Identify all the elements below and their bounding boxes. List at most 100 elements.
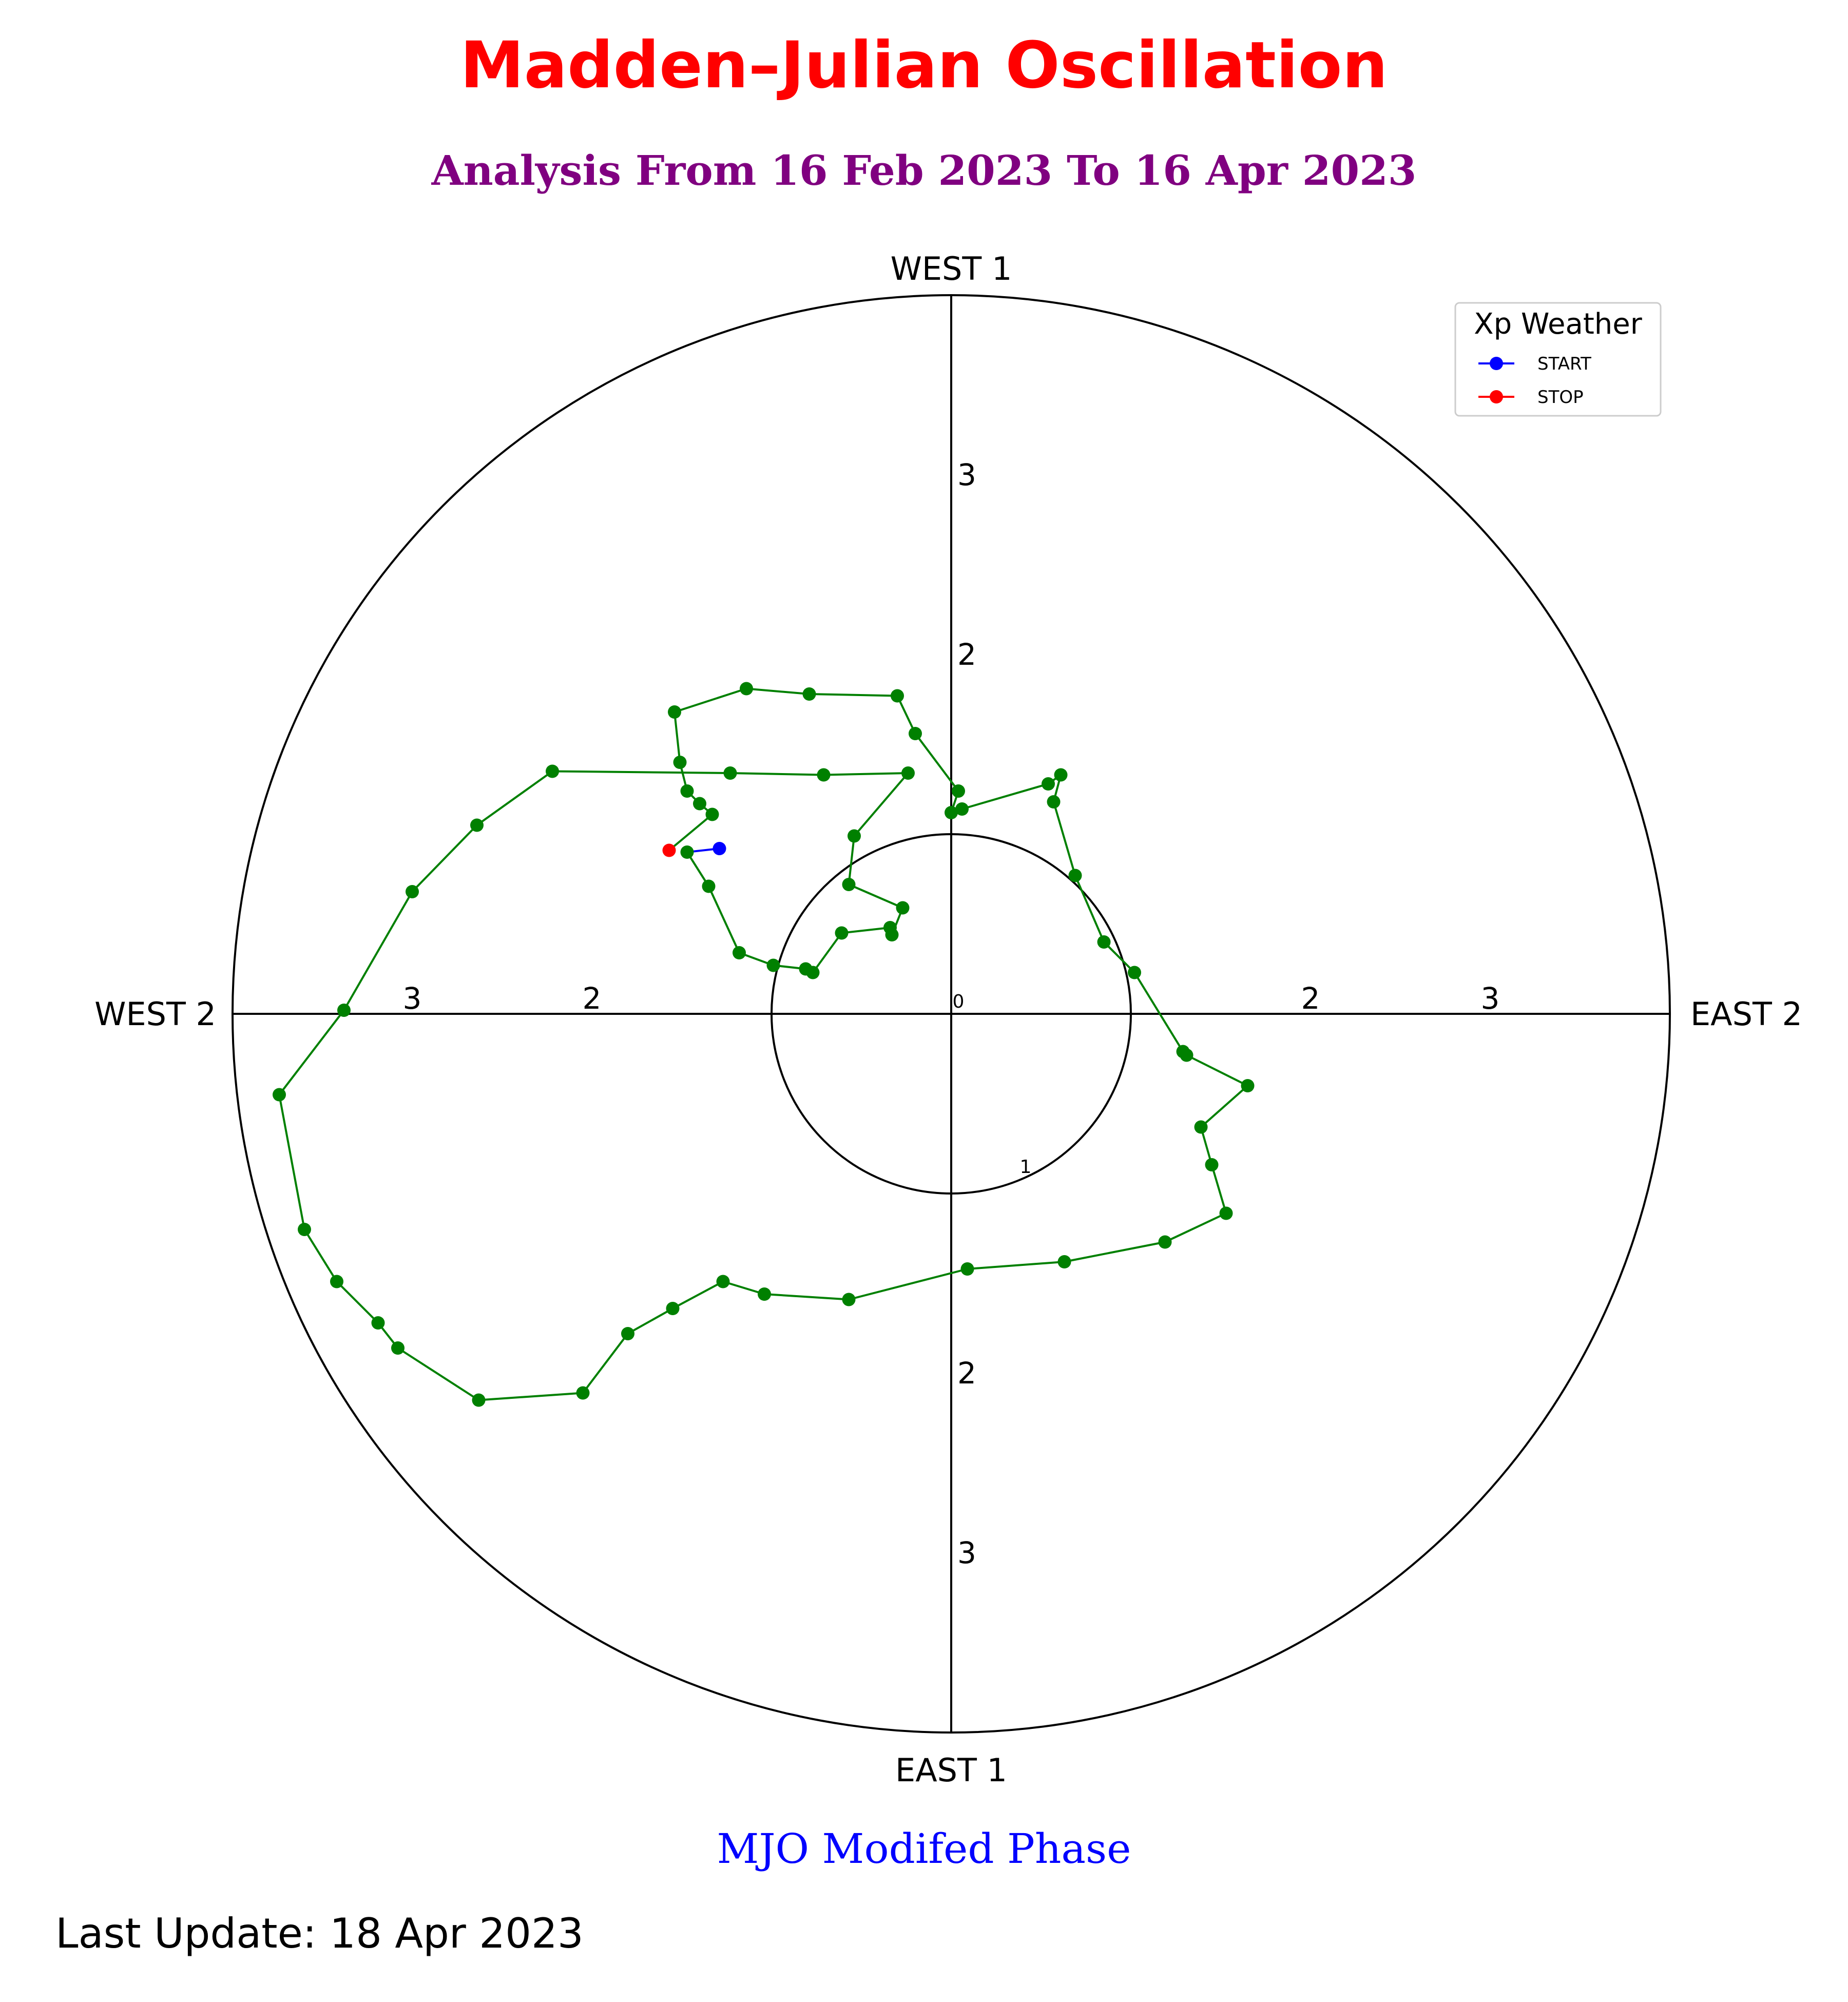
track-segment (552, 770, 730, 774)
direction-label-west-2: WEST 2 (94, 995, 216, 1033)
track-point (666, 1302, 680, 1315)
track-point (1158, 1235, 1172, 1249)
track-point (1241, 1079, 1255, 1092)
stop-point (662, 843, 676, 857)
direction-label-east-1: EAST 1 (895, 1751, 1007, 1789)
last-update-text: Last Update: 18 Apr 2023 (55, 1910, 584, 1957)
track-point (758, 1287, 771, 1301)
track-point (1054, 768, 1068, 782)
track-segment (730, 772, 824, 776)
chart-subtitle: Analysis From 16 Feb 2023 To 16 Apr 2023 (431, 146, 1417, 195)
track-segment (812, 932, 843, 973)
track-point (901, 766, 915, 780)
legend-stop-label: STOP (1537, 387, 1584, 408)
track-segment (686, 851, 710, 887)
legend-box (1454, 302, 1662, 417)
track-point (1068, 869, 1082, 882)
track-point (1194, 1120, 1208, 1134)
track-point (406, 885, 419, 898)
track-point (842, 878, 856, 891)
mjo-track (273, 682, 1255, 1407)
track-point (330, 1275, 343, 1288)
tick-label-inner-circle: 1 (1020, 1157, 1032, 1178)
track-point (817, 768, 831, 782)
track-point (546, 764, 559, 778)
track-segment (853, 772, 909, 837)
track-segment (1103, 941, 1135, 973)
track-point (1097, 935, 1111, 949)
track-point (848, 829, 861, 843)
track-segment (848, 836, 855, 885)
tick-label-left-3: 3 (403, 981, 422, 1016)
tick-label-origin: 0 (953, 991, 965, 1012)
track-segment (1052, 801, 1076, 876)
track-point (952, 784, 965, 798)
track-segment (848, 883, 903, 909)
track-point (680, 845, 694, 859)
track-point (391, 1341, 405, 1355)
track-segment (823, 772, 909, 776)
track-point (337, 1004, 351, 1017)
track-point (673, 756, 687, 769)
track-point (806, 966, 820, 979)
track-point (1057, 1255, 1071, 1268)
track-segment (722, 1280, 765, 1295)
track-segment (1186, 1054, 1248, 1087)
track-segment (478, 1392, 583, 1401)
track-point (960, 1262, 974, 1276)
direction-label-west-1: WEST 1 (891, 250, 1012, 287)
track-segment (397, 1347, 479, 1401)
tick-label-right-2: 2 (1301, 981, 1320, 1016)
track-point (1176, 1045, 1190, 1058)
track-segment (476, 770, 553, 826)
track-point (802, 687, 816, 701)
track-point (1047, 795, 1061, 808)
track-point (955, 802, 969, 816)
tick-label-down-2: 2 (957, 1356, 976, 1391)
tick-label-down-3: 3 (957, 1535, 976, 1570)
legend-start-marker (1490, 357, 1503, 370)
track-point (668, 705, 681, 719)
track-point (1205, 1158, 1219, 1171)
legend-start-label: START (1537, 354, 1591, 374)
track-point (680, 784, 694, 798)
track-point (909, 727, 922, 740)
legend-stop-marker (1490, 390, 1503, 403)
track-point (1219, 1206, 1233, 1220)
track-segment (896, 695, 916, 734)
legend: Xp Weather START STOP (1454, 302, 1662, 417)
track-point (733, 946, 746, 959)
track-point (723, 766, 737, 780)
tick-label-right-3: 3 (1481, 981, 1500, 1016)
track-point (705, 807, 719, 821)
track-point (298, 1223, 311, 1236)
track-point (576, 1386, 590, 1400)
track-segment (1164, 1212, 1227, 1243)
axes-layer (232, 294, 1671, 1734)
track-segment (668, 813, 713, 852)
track-segment (849, 1268, 968, 1301)
track-segment (411, 824, 478, 893)
tick-label-up-2: 2 (957, 637, 976, 672)
x-axis-label: MJO Modifed Phase (717, 1825, 1131, 1873)
track-point (891, 689, 904, 703)
track-segment (674, 687, 747, 713)
track-segment (961, 783, 1049, 810)
track-segment (672, 1280, 724, 1310)
track-point (885, 928, 899, 941)
track-segment (746, 687, 810, 695)
chart-title: Madden–Julian Oscillation (460, 28, 1388, 103)
track-segment (336, 1281, 379, 1324)
track-segment (841, 927, 891, 934)
track-point (716, 1275, 730, 1288)
track-segment (303, 1228, 338, 1282)
track-point (766, 958, 780, 972)
track-point (693, 797, 706, 811)
track-point (702, 879, 716, 893)
track-segment (707, 886, 740, 953)
track-point (472, 1393, 486, 1407)
track-point (371, 1316, 385, 1330)
track-segment (1074, 875, 1105, 942)
tick-label-up-3: 3 (957, 457, 976, 492)
